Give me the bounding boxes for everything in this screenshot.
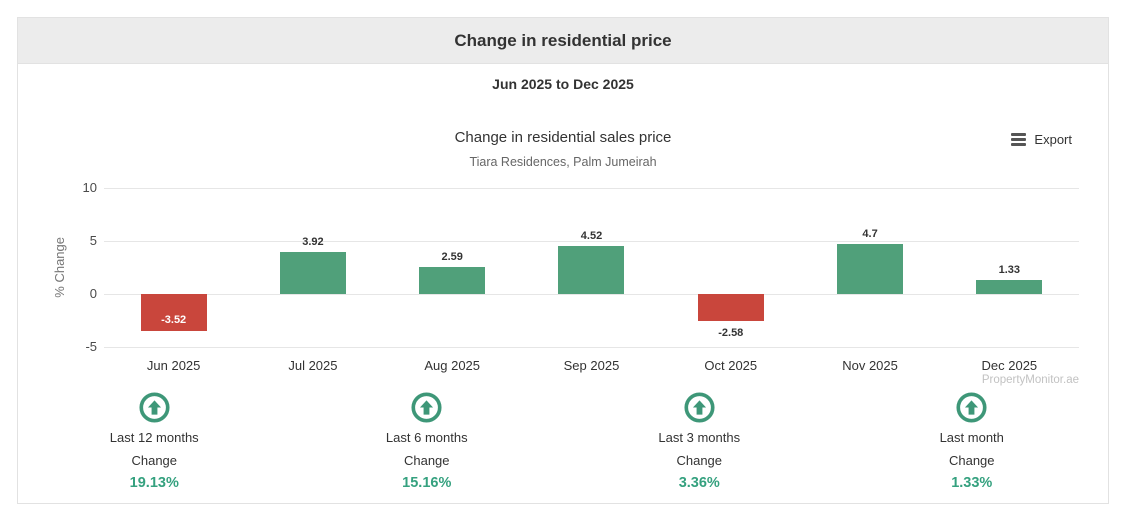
x-axis-labels: Jun 2025 Jul 2025 Aug 2025 Sep 2025 Oct 2025…	[104, 358, 1079, 373]
bar-column: 3.92	[243, 188, 382, 347]
x-tick-label: Nov 2025	[842, 358, 898, 373]
arrow-up-circle-icon	[956, 392, 987, 423]
stat-value: 15.16%	[402, 475, 452, 491]
bar-column: 1.33	[940, 188, 1079, 347]
stat-last-3-months: Last 3 months Change 3.36%	[563, 392, 836, 491]
stat-change-label: Change	[403, 453, 450, 468]
bar-columns: -3.52 3.92 2.59 4.52 -2.58 4.7 1.33	[104, 188, 1079, 347]
x-tick-label: Jul 2025	[288, 358, 338, 373]
bar-dec-2025[interactable]	[976, 279, 1043, 294]
x-tick-label: Jun 2025	[146, 358, 201, 373]
gridline	[104, 188, 1079, 189]
card-header: Change in residential price	[18, 18, 1108, 64]
page-title: Change in residential price	[454, 30, 672, 50]
stat-last-6-months: Last 6 months Change 15.16%	[291, 392, 564, 491]
export-label: Export	[1034, 132, 1072, 147]
bar-oct-2025[interactable]	[697, 294, 764, 322]
bar-value-label: -3.52	[161, 314, 187, 327]
x-tick-label: Aug 2025	[424, 358, 481, 373]
gridline	[104, 347, 1079, 348]
bar-value-label: 1.33	[998, 263, 1021, 276]
stat-value: 19.13%	[129, 475, 179, 491]
bar-value-label: -2.58	[718, 327, 744, 340]
y-tick-label: 0	[89, 286, 97, 301]
stat-last-month: Last month Change 1.33%	[836, 392, 1109, 491]
stat-value: 3.36%	[678, 475, 720, 491]
y-tick-label: 5	[89, 233, 97, 248]
date-range-subtitle: Jun 2025 to Dec 2025	[492, 76, 634, 92]
stat-period-label: Last 3 months	[658, 430, 741, 445]
bar-jul-2025[interactable]	[279, 252, 346, 294]
bar-value-label: 4.52	[580, 230, 603, 243]
price-change-card: Change in residential price Jun 2025 to …	[17, 17, 1109, 504]
bar-column: -2.58	[661, 188, 800, 347]
plot-area: -3.52 3.92 2.59 4.52 -2.58 4.7 1.33	[104, 188, 1079, 348]
y-tick-label: 10	[82, 180, 97, 195]
stat-period-label: Last 6 months	[385, 430, 468, 445]
arrow-up-circle-icon	[684, 392, 715, 423]
export-menu-icon[interactable]	[1011, 133, 1027, 146]
stat-period-label: Last month	[939, 430, 1004, 445]
y-tick-label: -5	[85, 339, 97, 354]
chart-title: Change in residential sales price	[454, 129, 672, 146]
watermark: PropertyMonitor.ae	[981, 374, 1079, 386]
bar-aug-2025[interactable]	[419, 266, 486, 294]
chart-subtitle: Tiara Residences, Palm Jumeirah	[469, 155, 657, 169]
x-tick-label: Sep 2025	[563, 358, 620, 373]
summary-stats-row: Last 12 months Change 19.13% Last 6 mont…	[18, 391, 1108, 491]
x-tick-label: Oct 2025	[704, 358, 758, 373]
export-button[interactable]: Export	[1009, 130, 1074, 149]
stat-period-label: Last 12 months	[109, 430, 199, 445]
arrow-up-circle-icon	[411, 392, 442, 423]
stat-change-label: Change	[676, 453, 723, 468]
gridline	[104, 294, 1079, 295]
bar-sep-2025[interactable]	[558, 246, 625, 294]
bar-column: 4.52	[522, 188, 661, 347]
bar-value-label: 2.59	[441, 250, 463, 263]
x-tick-label: Dec 2025	[981, 358, 1038, 373]
stat-change-label: Change	[948, 453, 995, 468]
stat-last-12-months: Last 12 months Change 19.13%	[18, 392, 291, 491]
bar-column: 2.59	[383, 188, 522, 347]
bar-value-label: 3.92	[302, 236, 324, 249]
bar-value-label: 4.7	[862, 228, 878, 241]
bar-column: 4.7	[800, 188, 939, 347]
bar-jun-2025[interactable]	[140, 294, 207, 332]
stat-value: 1.33%	[951, 475, 993, 491]
bar-column: -3.52	[104, 188, 243, 347]
stat-change-label: Change	[131, 453, 178, 468]
y-axis-labels: 10 5 0 -5	[18, 180, 97, 354]
bar-nov-2025[interactable]	[837, 244, 904, 294]
gridline	[104, 241, 1079, 242]
chart: Change in residential sales price Tiara …	[18, 101, 1108, 391]
arrow-up-circle-icon	[139, 392, 170, 423]
